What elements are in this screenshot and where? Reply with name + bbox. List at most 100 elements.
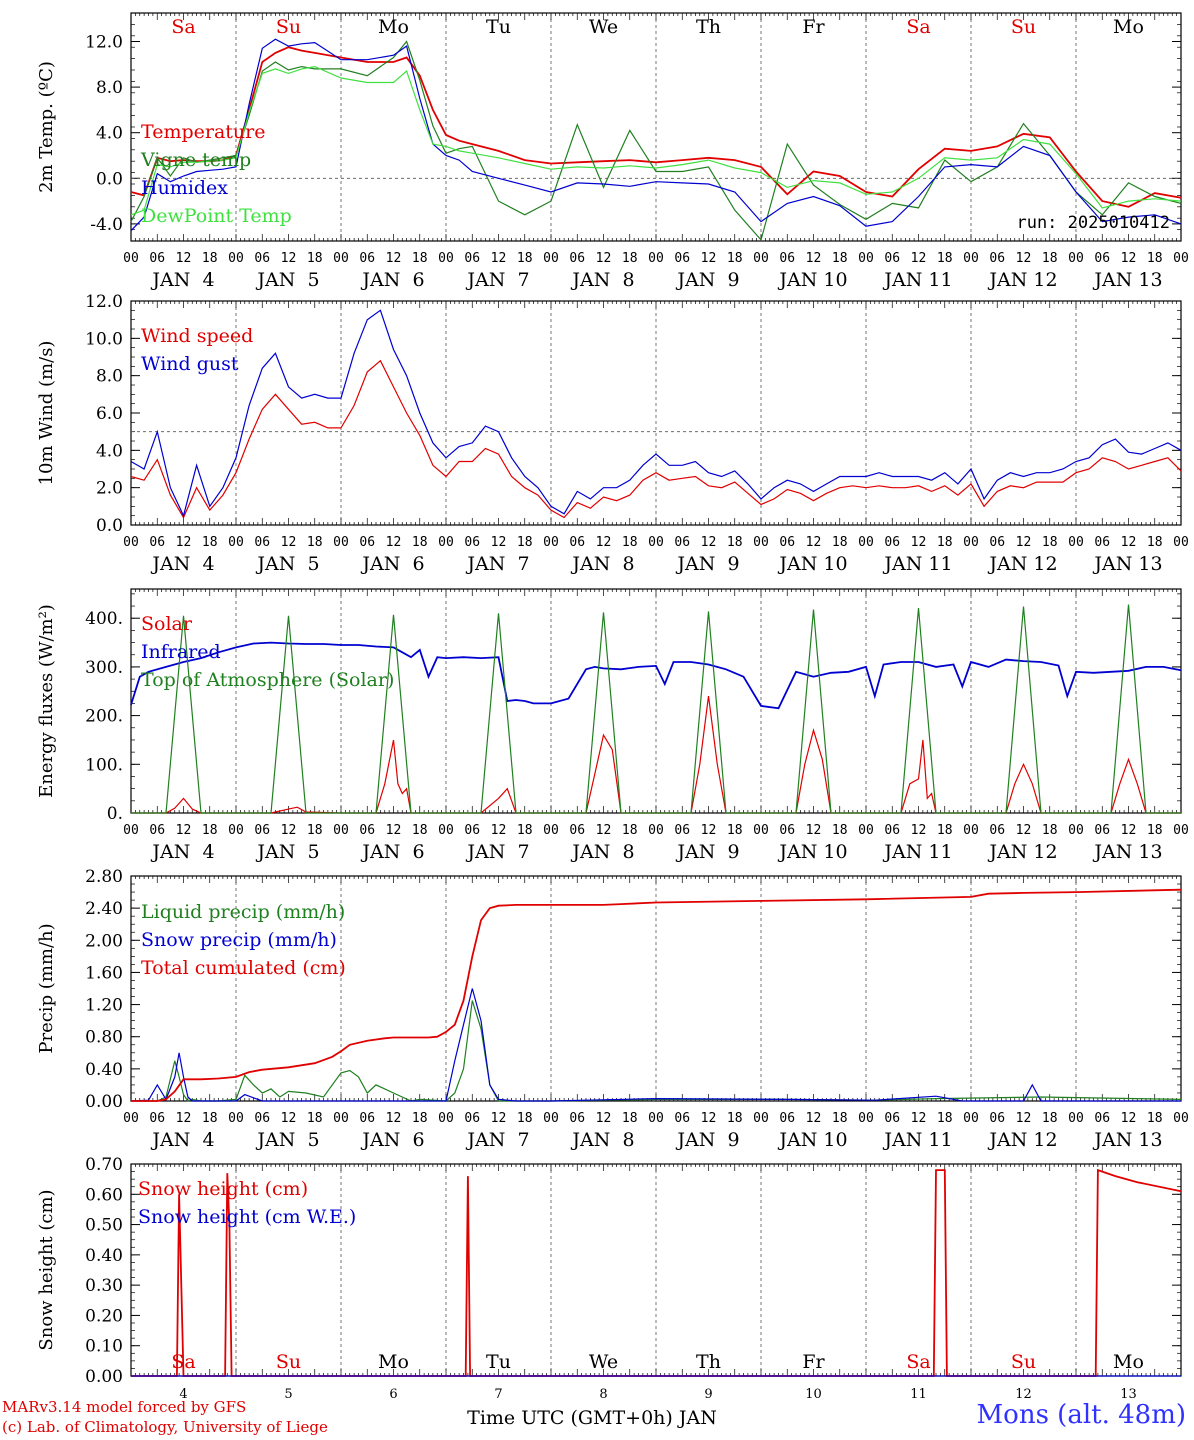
date-label: JAN 6	[360, 269, 424, 291]
panel-frame	[130, 300, 1182, 526]
hour-tick-label: 18	[727, 535, 743, 550]
hour-tick-label: 12	[386, 535, 402, 550]
hour-tick-label: 00	[753, 251, 769, 266]
y-tick-label: 0.50	[85, 1216, 123, 1236]
y-tick-label: 2.0	[96, 479, 123, 499]
series-line	[130, 38, 1182, 232]
hour-tick-label: 00	[963, 251, 979, 266]
hour-tick-label: 06	[149, 823, 165, 838]
legend-entry: Top of Atmosphere (Solar)	[141, 669, 394, 691]
date-label: JAN 6	[360, 841, 424, 863]
y-axis-label: 10m Wind (m/s)	[36, 341, 57, 486]
hour-tick-label: 00	[333, 251, 349, 266]
date-label: JAN 10	[777, 1129, 847, 1151]
y-tick-label: 200.	[85, 707, 123, 727]
date-label: JAN 7	[465, 1129, 529, 1151]
y-tick-label: 0.60	[85, 1185, 123, 1205]
weekday-label: We	[589, 1351, 618, 1373]
y-tick-label: 0.0	[96, 169, 123, 189]
hour-tick-label: 06	[884, 823, 900, 838]
hour-tick-label: 00	[963, 823, 979, 838]
y-tick-label: 400.	[85, 609, 123, 629]
hour-tick-label: 12	[701, 251, 717, 266]
hour-tick-label: 06	[149, 251, 165, 266]
legend-entry: Infrared	[141, 641, 221, 663]
hour-tick-label: 00	[333, 1111, 349, 1126]
series-line	[130, 359, 1182, 519]
hour-tick-label: 12	[386, 1111, 402, 1126]
weekday-label: Sa	[906, 1351, 930, 1373]
day-number-label: 6	[389, 1387, 397, 1402]
weekday-label: Su	[276, 16, 301, 38]
hour-tick-label: 18	[1042, 251, 1058, 266]
hour-tick-label: 18	[622, 823, 638, 838]
date-label: JAN 7	[465, 841, 529, 863]
hour-tick-label: 00	[648, 251, 664, 266]
hour-tick-label: 06	[464, 1111, 480, 1126]
hour-tick-label: 06	[989, 535, 1005, 550]
date-label: JAN 9	[675, 1129, 739, 1151]
hour-tick-label: 12	[1121, 1111, 1137, 1126]
legend-entry: DewPoint Temp	[141, 205, 292, 227]
hour-tick-label: 18	[307, 251, 323, 266]
day-number-label: 8	[599, 1387, 607, 1402]
weekday-label: Mo	[378, 16, 409, 38]
hour-tick-label: 18	[727, 1111, 743, 1126]
hour-tick-label: 18	[1042, 535, 1058, 550]
hour-tick-label: 00	[1068, 251, 1084, 266]
hour-tick-label: 12	[281, 251, 297, 266]
hour-tick-label: 00	[1068, 535, 1084, 550]
hour-tick-label: 12	[1121, 251, 1137, 266]
hour-tick-label: 00	[123, 251, 139, 266]
date-label: JAN 9	[675, 553, 739, 575]
y-tick-label: 0.00	[85, 1092, 123, 1112]
hour-tick-label: 00	[858, 251, 874, 266]
hour-tick-label: 00	[753, 1111, 769, 1126]
hour-tick-label: 12	[596, 823, 612, 838]
hour-tick-label: 00	[1173, 823, 1189, 838]
date-label: JAN 13	[1092, 269, 1162, 291]
hour-tick-label: 06	[674, 535, 690, 550]
hour-tick-label: 12	[806, 1111, 822, 1126]
hour-tick-label: 12	[176, 251, 192, 266]
hour-tick-label: 06	[149, 1111, 165, 1126]
date-label: JAN 5	[255, 841, 319, 863]
hour-tick-label: 06	[464, 251, 480, 266]
date-label: JAN 13	[1092, 553, 1162, 575]
hour-tick-label: 12	[1016, 251, 1032, 266]
hour-tick-label: 18	[937, 1111, 953, 1126]
day-number-label: 5	[284, 1387, 292, 1402]
y-tick-label: 10.0	[85, 329, 123, 349]
run-label: run: 2025010412	[1016, 213, 1170, 233]
y-tick-label: 0.80	[85, 1028, 123, 1048]
weekday-label: Fr	[802, 1351, 825, 1373]
hour-tick-label: 06	[464, 535, 480, 550]
hour-tick-label: 18	[517, 251, 533, 266]
series-line	[130, 309, 1182, 518]
hour-tick-label: 18	[202, 823, 218, 838]
hour-tick-label: 00	[438, 535, 454, 550]
y-axis-label: Precip (mm/h)	[36, 923, 57, 1053]
hour-tick-label: 00	[333, 535, 349, 550]
weekday-label: Mo	[1113, 1351, 1144, 1373]
hour-tick-label: 00	[228, 823, 244, 838]
hour-tick-label: 00	[648, 535, 664, 550]
hour-tick-label: 06	[569, 823, 585, 838]
hour-tick-label: 18	[517, 535, 533, 550]
y-tick-label: 0.40	[85, 1246, 123, 1266]
hour-tick-label: 00	[648, 1111, 664, 1126]
hour-tick-label: 00	[123, 535, 139, 550]
hour-tick-label: 00	[963, 1111, 979, 1126]
date-label: JAN 10	[777, 553, 847, 575]
y-tick-label: -4.0	[90, 215, 123, 235]
panel-frame	[130, 588, 1182, 814]
hour-tick-label: 18	[307, 535, 323, 550]
hour-tick-label: 00	[543, 823, 559, 838]
hour-tick-label: 18	[517, 1111, 533, 1126]
hour-tick-label: 00	[1173, 251, 1189, 266]
y-tick-label: 1.20	[85, 996, 123, 1016]
hour-tick-label: 12	[596, 1111, 612, 1126]
date-label: JAN 13	[1092, 841, 1162, 863]
y-tick-label: 0.00	[85, 1367, 123, 1387]
